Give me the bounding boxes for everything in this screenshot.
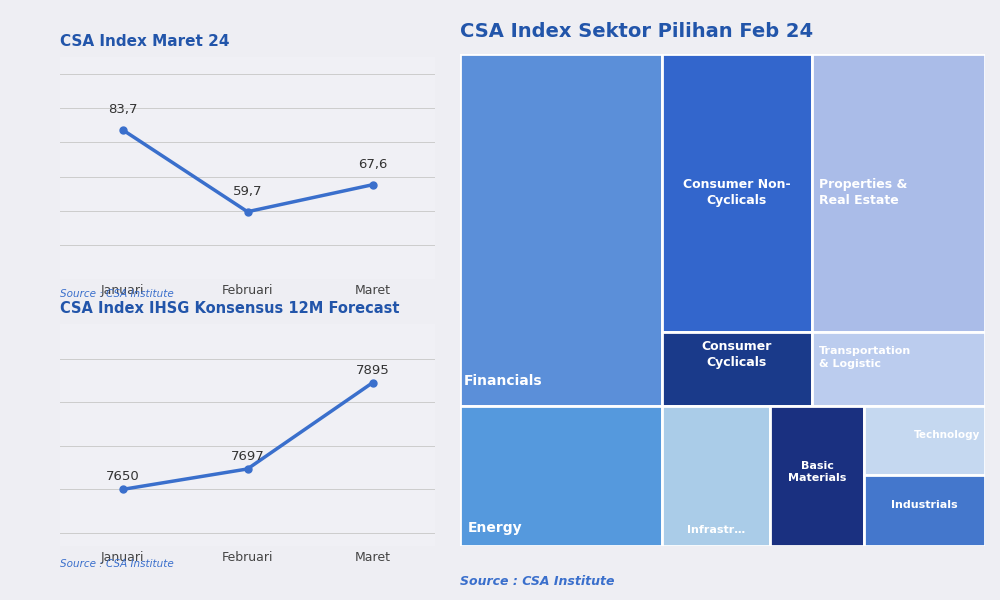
- Text: 7895: 7895: [356, 364, 389, 377]
- Text: 7697: 7697: [231, 450, 264, 463]
- Text: 67,6: 67,6: [358, 158, 387, 171]
- Text: Technology: Technology: [914, 430, 980, 440]
- Text: Financials: Financials: [464, 374, 543, 388]
- Text: 7650: 7650: [106, 470, 139, 484]
- Text: Properties &
Real Estate: Properties & Real Estate: [819, 178, 907, 207]
- Bar: [460, 406, 662, 546]
- Text: CSA Index Maret 24: CSA Index Maret 24: [60, 34, 230, 49]
- Text: Infrastr…: Infrastr…: [687, 525, 745, 535]
- Bar: [812, 54, 985, 332]
- Bar: [460, 54, 662, 406]
- Bar: [864, 406, 985, 475]
- Text: Source : CSA Institute: Source : CSA Institute: [60, 559, 174, 569]
- Text: CSA Index Sektor Pilihan Feb 24: CSA Index Sektor Pilihan Feb 24: [460, 22, 813, 41]
- Bar: [770, 406, 864, 546]
- Text: CSA Index IHSG Konsensus 12M Forecast: CSA Index IHSG Konsensus 12M Forecast: [60, 301, 400, 316]
- Text: Source : CSA Institute: Source : CSA Institute: [60, 289, 174, 299]
- Text: Transportation
& Logistic: Transportation & Logistic: [819, 346, 911, 369]
- Bar: [662, 332, 812, 406]
- Bar: [864, 475, 985, 546]
- Text: Industrials: Industrials: [891, 500, 958, 511]
- Bar: [662, 406, 770, 546]
- Bar: [662, 54, 812, 332]
- Bar: [812, 332, 985, 406]
- Text: 59,7: 59,7: [233, 185, 262, 198]
- Text: Consumer
Cyclicals: Consumer Cyclicals: [702, 340, 772, 369]
- Text: 83,7: 83,7: [108, 103, 137, 116]
- Text: Consumer Non-
Cyclicals: Consumer Non- Cyclicals: [683, 178, 791, 207]
- Text: Source : CSA Institute: Source : CSA Institute: [460, 575, 614, 588]
- FancyBboxPatch shape: [460, 54, 985, 546]
- Text: Energy: Energy: [468, 521, 523, 535]
- Text: Basic
Materials: Basic Materials: [788, 461, 846, 483]
